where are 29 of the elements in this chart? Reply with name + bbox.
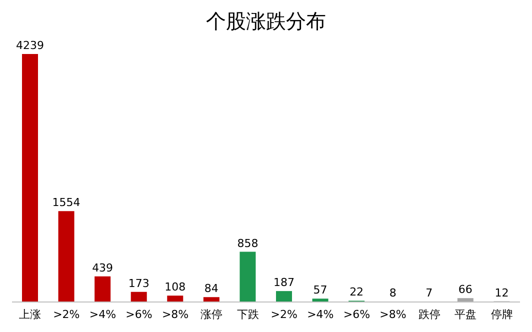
chart-title: 个股涨跌分布 — [205, 8, 327, 35]
data-label: 4239 — [16, 39, 44, 52]
x-tick-label: 平盘 — [454, 308, 477, 321]
x-tick-label: >2% — [270, 308, 298, 321]
data-label: 1554 — [52, 196, 80, 210]
data-label: 84 — [204, 282, 218, 296]
x-tick-label: 跌停 — [418, 308, 440, 321]
data-label: 8 — [389, 286, 396, 300]
x-tick-label: >8% — [380, 308, 406, 321]
x-tick-label: >8% — [162, 308, 189, 321]
data-label: 66 — [458, 283, 472, 296]
data-label: 439 — [92, 261, 114, 274]
data-label: 187 — [274, 276, 294, 290]
x-tick-label: 涨停 — [200, 308, 223, 321]
data-label: 57 — [313, 284, 328, 297]
data-label: 858 — [237, 236, 258, 250]
data-label: 7 — [426, 286, 433, 300]
data-label: 22 — [350, 286, 364, 299]
data-label: 12 — [494, 286, 509, 300]
x-tick-label: >4% — [307, 308, 334, 321]
x-tick-label: 下跌 — [236, 308, 259, 321]
x-tick-label: >6% — [126, 308, 152, 321]
x-tick-label: >6% — [343, 308, 370, 321]
data-label: 173 — [128, 276, 150, 290]
data-label: 108 — [164, 280, 186, 294]
x-tick-label: 上涨 — [19, 308, 42, 321]
x-tick-label: 停牌 — [490, 308, 513, 321]
x-tick-label: >2% — [53, 308, 80, 321]
x-tick-label: >4% — [89, 308, 116, 321]
